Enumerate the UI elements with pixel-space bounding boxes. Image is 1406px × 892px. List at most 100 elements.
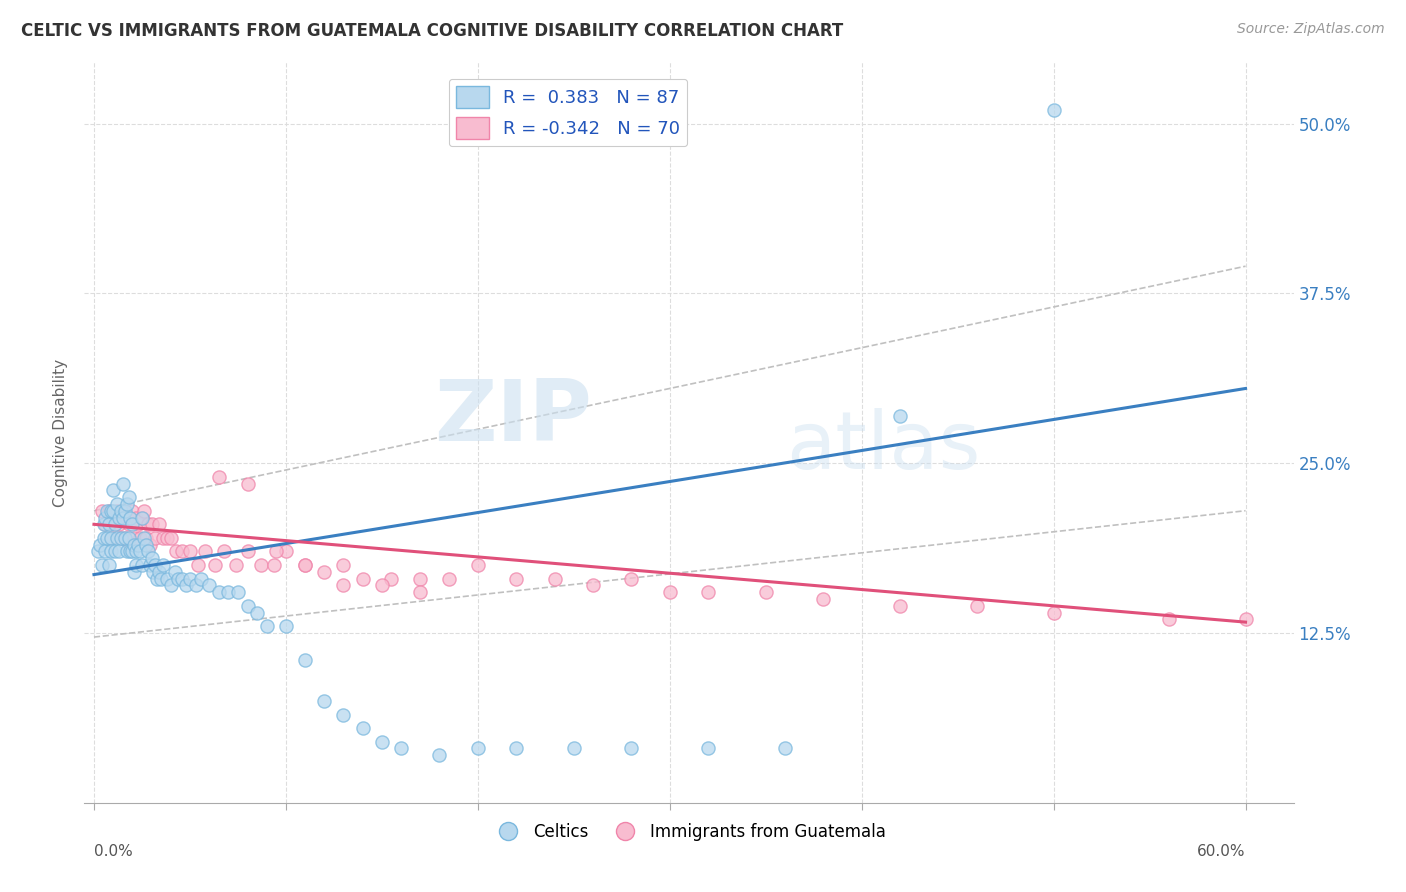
- Point: [110, 531, 132, 545]
- Point: [104, 517, 127, 532]
- Point: [136, 517, 159, 532]
- Point: [129, 544, 152, 558]
- Point: [332, 578, 354, 592]
- Point: [108, 510, 131, 524]
- Point: [114, 504, 136, 518]
- Point: [100, 531, 122, 545]
- Point: [108, 544, 131, 558]
- Point: [117, 517, 139, 532]
- Point: [172, 544, 194, 558]
- Point: [93, 531, 115, 545]
- Point: [1157, 612, 1180, 626]
- Text: Source: ZipAtlas.com: Source: ZipAtlas.com: [1237, 22, 1385, 37]
- Point: [294, 558, 316, 572]
- Point: [543, 572, 565, 586]
- Text: 0.0%: 0.0%: [94, 844, 132, 858]
- Point: [371, 734, 394, 748]
- Point: [409, 572, 432, 586]
- Point: [332, 707, 354, 722]
- Point: [100, 531, 122, 545]
- Point: [121, 504, 143, 518]
- Point: [266, 544, 288, 558]
- Point: [208, 585, 231, 599]
- Point: [225, 558, 247, 572]
- Point: [145, 558, 167, 572]
- Point: [122, 565, 145, 579]
- Point: [94, 544, 117, 558]
- Point: [294, 558, 316, 572]
- Point: [204, 558, 226, 572]
- Point: [98, 517, 121, 532]
- Point: [156, 572, 179, 586]
- Point: [697, 741, 720, 756]
- Point: [467, 741, 489, 756]
- Point: [98, 558, 121, 572]
- Point: [93, 517, 115, 532]
- Point: [90, 558, 112, 572]
- Point: [380, 572, 402, 586]
- Point: [1042, 103, 1064, 117]
- Point: [111, 476, 134, 491]
- Point: [145, 531, 167, 545]
- Point: [179, 572, 201, 586]
- Point: [505, 572, 527, 586]
- Point: [562, 741, 585, 756]
- Point: [437, 572, 460, 586]
- Point: [131, 510, 153, 524]
- Point: [148, 517, 170, 532]
- Point: [141, 517, 163, 532]
- Point: [187, 558, 209, 572]
- Point: [129, 531, 152, 545]
- Point: [122, 538, 145, 552]
- Point: [127, 517, 149, 532]
- Point: [697, 585, 720, 599]
- Point: [409, 585, 432, 599]
- Point: [1042, 606, 1064, 620]
- Point: [110, 504, 132, 518]
- Point: [314, 565, 336, 579]
- Point: [125, 544, 148, 558]
- Point: [389, 741, 412, 756]
- Point: [274, 619, 297, 633]
- Point: [101, 504, 124, 518]
- Point: [121, 517, 143, 532]
- Text: atlas: atlas: [786, 409, 980, 486]
- Point: [111, 510, 134, 524]
- Point: [352, 572, 374, 586]
- Point: [138, 558, 160, 572]
- Point: [208, 469, 231, 483]
- Point: [117, 490, 139, 504]
- Point: [159, 578, 181, 592]
- Point: [332, 558, 354, 572]
- Point: [120, 544, 142, 558]
- Point: [159, 531, 181, 545]
- Point: [110, 531, 132, 545]
- Point: [115, 497, 138, 511]
- Y-axis label: Cognitive Disability: Cognitive Disability: [53, 359, 69, 507]
- Point: [96, 531, 118, 545]
- Point: [132, 531, 155, 545]
- Point: [114, 531, 136, 545]
- Point: [314, 694, 336, 708]
- Point: [122, 531, 145, 545]
- Point: [94, 510, 117, 524]
- Point: [108, 517, 131, 532]
- Point: [114, 531, 136, 545]
- Point: [163, 565, 186, 579]
- Point: [96, 504, 118, 518]
- Point: [150, 572, 173, 586]
- Point: [115, 510, 138, 524]
- Point: [120, 510, 142, 524]
- Point: [429, 748, 451, 763]
- Point: [111, 504, 134, 518]
- Point: [127, 538, 149, 552]
- Point: [105, 531, 128, 545]
- Point: [236, 544, 259, 558]
- Point: [105, 497, 128, 511]
- Point: [104, 517, 127, 532]
- Point: [263, 558, 285, 572]
- Point: [101, 483, 124, 498]
- Point: [755, 585, 778, 599]
- Point: [146, 572, 169, 586]
- Point: [889, 599, 911, 613]
